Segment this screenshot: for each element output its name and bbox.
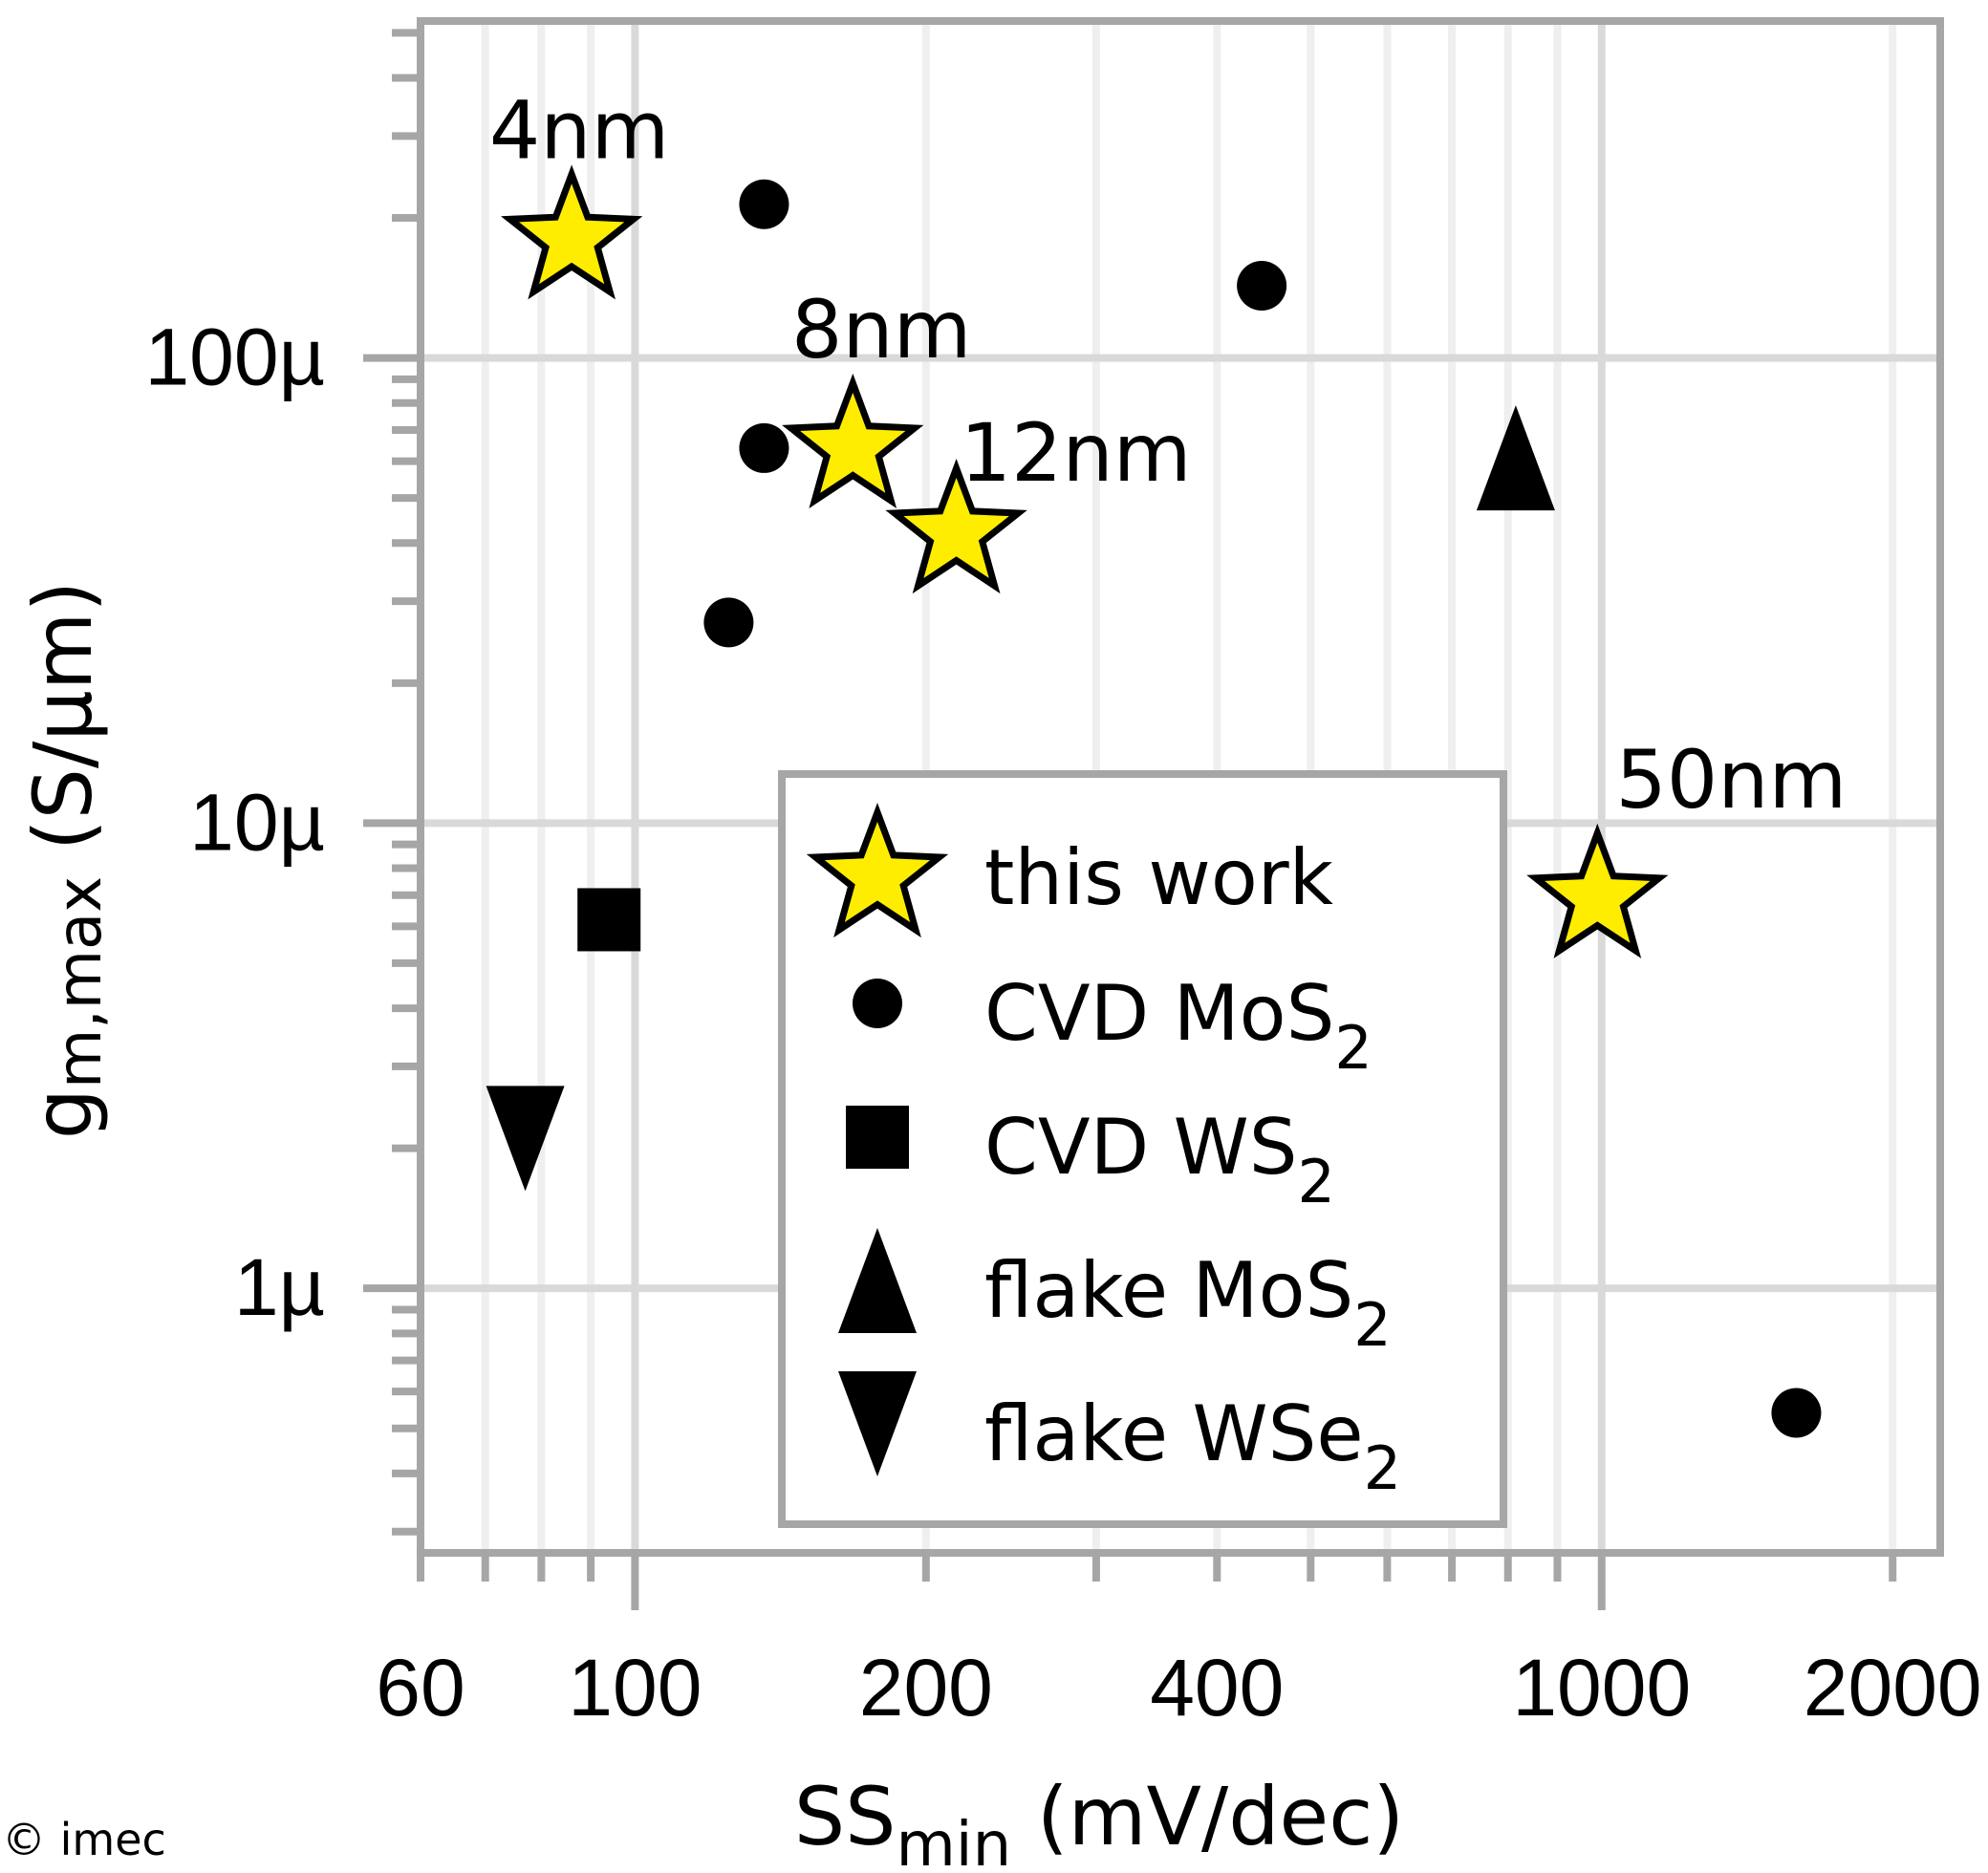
point-label: 12nm	[961, 406, 1192, 500]
star-marker	[1526, 823, 1669, 958]
legend-star-icon	[806, 803, 949, 938]
circle-marker	[739, 422, 789, 473]
x-tick-label: 400	[1150, 1643, 1284, 1733]
legend-label: this work	[984, 833, 1334, 922]
legend: this work CVD MoS2 CVD WS2 flake MoS2 flake …	[778, 770, 1507, 1528]
star-marker	[782, 373, 924, 508]
point-label: 4nm	[489, 83, 670, 177]
legend-label: flake MoS2	[984, 1246, 1392, 1360]
circle-marker	[703, 597, 754, 648]
circle-marker	[1771, 1388, 1822, 1438]
y-tick-label: 1µ	[234, 1242, 325, 1332]
triangle-down-marker	[486, 1086, 565, 1192]
legend-label: CVD WS2	[984, 1103, 1335, 1216]
star-marker	[500, 164, 643, 300]
x-tick-label: 2000	[1804, 1643, 1982, 1733]
square-marker	[577, 888, 641, 952]
legend-circle-icon	[853, 979, 902, 1028]
point-label: 50nm	[1615, 733, 1847, 827]
legend-triangle-down-icon	[838, 1371, 917, 1476]
point-labels: 4nm 8nm 12nm 50nm	[489, 83, 1847, 827]
y-tick-label: 10µ	[189, 777, 325, 867]
legend-label: flake WSe2	[984, 1389, 1401, 1503]
legend-square-icon	[846, 1106, 909, 1169]
legend-triangle-up-icon	[838, 1228, 917, 1333]
triangle-up-marker	[1476, 405, 1555, 511]
y-tick-label: 100µ	[144, 312, 325, 402]
axis-labels: SSmin (mV/dec) gm,max (S/µm)	[16, 581, 1404, 1873]
plot-frame	[417, 17, 1944, 1557]
data-points	[486, 164, 1822, 1438]
x-tick-label: 60	[376, 1643, 465, 1733]
point-label: 8nm	[791, 283, 972, 377]
x-tick-label: 1000	[1512, 1643, 1691, 1733]
x-tick-label: 100	[568, 1643, 702, 1733]
circle-marker	[1237, 260, 1287, 311]
x-axis-title: SSmin (mV/dec)	[794, 1770, 1404, 1873]
circle-marker	[739, 179, 789, 229]
axes: 60 100 200 400 1000 2000 1µ 10µ 100µ	[144, 17, 1982, 1733]
x-tick-label: 200	[859, 1643, 993, 1733]
copyright-text: © imec	[2, 1814, 166, 1865]
legend-label: CVD MoS2	[984, 969, 1372, 1083]
star-marker	[885, 459, 1027, 594]
y-axis-title: gm,max (S/µm)	[16, 581, 116, 1140]
